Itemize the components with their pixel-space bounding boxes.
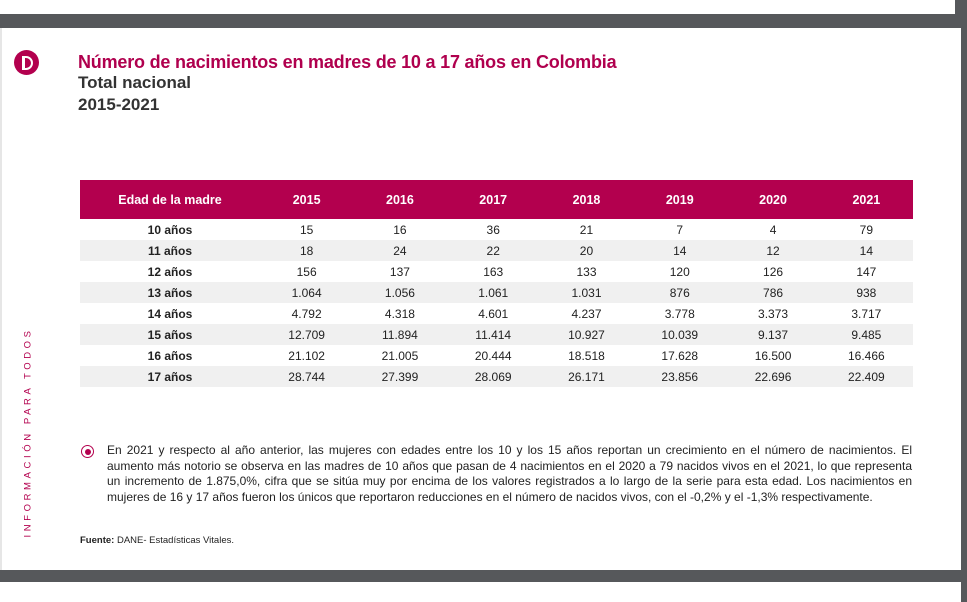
table-cell: 120: [669, 264, 690, 279]
row-label: 11 años: [80, 240, 260, 261]
vertical-tagline: INFORMACIÓN PARA TODOS: [22, 327, 34, 538]
table-cell: 26.171: [539, 366, 634, 387]
row-label: 12 años: [147, 264, 193, 279]
source-text: DANE- Estadísticas Vitales.: [114, 535, 234, 546]
table-cell: 163: [483, 264, 504, 279]
column-header: 2021: [819, 180, 913, 219]
row-label: 15 años: [80, 324, 260, 345]
table-cell: 14: [819, 240, 913, 261]
column-header: 2019: [633, 180, 727, 219]
source-note: Fuente: DANE- Estadísticas Vitales.: [80, 535, 234, 546]
table-cell: 28.069: [446, 366, 540, 387]
table-cell: 133: [576, 264, 597, 279]
table-cell: 16.500: [754, 348, 792, 363]
table-cell: 79: [859, 222, 874, 237]
table-cell: 11.414: [446, 324, 540, 345]
next-page: [0, 582, 961, 602]
table-cell: 3.717: [851, 306, 882, 321]
table-cell: 36: [486, 222, 500, 237]
table-cell: 28.744: [260, 366, 354, 387]
table-cell: 137: [389, 264, 410, 279]
table-cell: 15: [299, 222, 314, 237]
table-cell: 12: [726, 240, 820, 261]
table-cell: 10.039: [633, 324, 727, 345]
table-cell: 10.927: [539, 324, 634, 345]
table-row: 11 años 18 24 22 20 14 12 14: [80, 240, 913, 261]
table-cell: 4.237: [571, 306, 602, 321]
table-cell: 3.778: [664, 306, 695, 321]
table-cell: 4.318: [384, 306, 415, 321]
table-cell: 22: [446, 240, 540, 261]
table-row: 10 años 15 16 36 21 7 4 79: [80, 219, 913, 240]
page-period: 2015-2021: [78, 95, 160, 114]
table-row: 16 años 21.102 21.005 20.444 18.518 17.628 16.…: [80, 345, 913, 366]
column-header: 2020: [726, 180, 820, 219]
table-cell: 1.061: [446, 282, 540, 303]
table-row: 15 años 12.709 11.894 11.414 10.927 10.039 9.1…: [80, 324, 913, 345]
table-cell: 24: [353, 240, 447, 261]
table-cell: 126: [763, 264, 784, 279]
table-cell: 20: [539, 240, 634, 261]
column-header: 2017: [446, 180, 540, 219]
table-cell: 4.601: [478, 306, 509, 321]
table-cell: 22.409: [819, 366, 913, 387]
page-edge: [0, 28, 2, 570]
table-cell: 1.031: [539, 282, 634, 303]
table-cell: 16.466: [847, 348, 885, 363]
table-cell: 11.894: [353, 324, 447, 345]
table-cell: 16: [393, 222, 407, 237]
source-label: Fuente:: [80, 535, 115, 546]
table-cell: 12.709: [260, 324, 354, 345]
note-paragraph: En 2021 y respecto al año anterior, las …: [107, 443, 912, 504]
table-header: Edad de la madre 2015 2016 2017 2018 2019 2020…: [80, 180, 913, 219]
page-title: Número de nacimientos en madres de 10 a …: [78, 52, 617, 72]
table-cell: 21.005: [381, 348, 419, 363]
table-cell: 786: [726, 282, 820, 303]
table-cell: 4: [769, 222, 777, 237]
table-cell: 21: [579, 222, 594, 237]
table-cell: 3.373: [758, 306, 789, 321]
births-table: Edad de la madre 2015 2016 2017 2018 2019 2020…: [80, 180, 913, 387]
table-cell: 9.137: [726, 324, 820, 345]
table-cell: 20.444: [474, 348, 512, 363]
table-cell: 938: [819, 282, 913, 303]
table-cell: 23.856: [633, 366, 727, 387]
row-label: 17 años: [80, 366, 260, 387]
bullet-icon: [81, 445, 94, 458]
row-label: 14 años: [147, 306, 193, 321]
column-header: 2015: [260, 180, 354, 219]
table-cell: 4.792: [291, 306, 322, 321]
previous-page: [0, 0, 955, 14]
table-cell: 17.628: [661, 348, 699, 363]
table-cell: 147: [856, 264, 877, 279]
document-page: INFORMACIÓN PARA TODOS Número de nacimie…: [0, 28, 961, 570]
column-header: 2016: [353, 180, 447, 219]
table-row: 14 años 4.792 4.318 4.601 4.237 3.778 3.373 3.7…: [80, 303, 913, 324]
table-cell: 21.102: [288, 348, 325, 363]
table-cell: 9.485: [819, 324, 913, 345]
row-label: 13 años: [80, 282, 260, 303]
table-cell: 1.064: [260, 282, 354, 303]
row-label: 10 años: [147, 222, 193, 237]
column-header: 2018: [539, 180, 634, 219]
table-cell: 7: [676, 222, 684, 237]
table-row: 12 años 156 137 163 133 120 126 147: [80, 261, 913, 282]
dane-logo-icon: [14, 50, 39, 75]
page-subtitle: Total nacional: [78, 73, 192, 92]
table-cell: 14: [633, 240, 727, 261]
table-row: 13 años 1.064 1.056 1.061 1.031 876 786 938: [80, 282, 913, 303]
table-cell: 22.696: [726, 366, 820, 387]
table-cell: 27.399: [353, 366, 447, 387]
table-cell: 876: [633, 282, 727, 303]
column-header: Edad de la madre: [80, 180, 260, 219]
row-label: 16 años: [147, 348, 193, 363]
table-cell: 1.056: [353, 282, 447, 303]
table-cell: 18: [260, 240, 354, 261]
table-cell: 156: [296, 264, 317, 279]
table-cell: 18.518: [568, 348, 605, 363]
table-row: 17 años 28.744 27.399 28.069 26.171 23.856 22.…: [80, 366, 913, 387]
